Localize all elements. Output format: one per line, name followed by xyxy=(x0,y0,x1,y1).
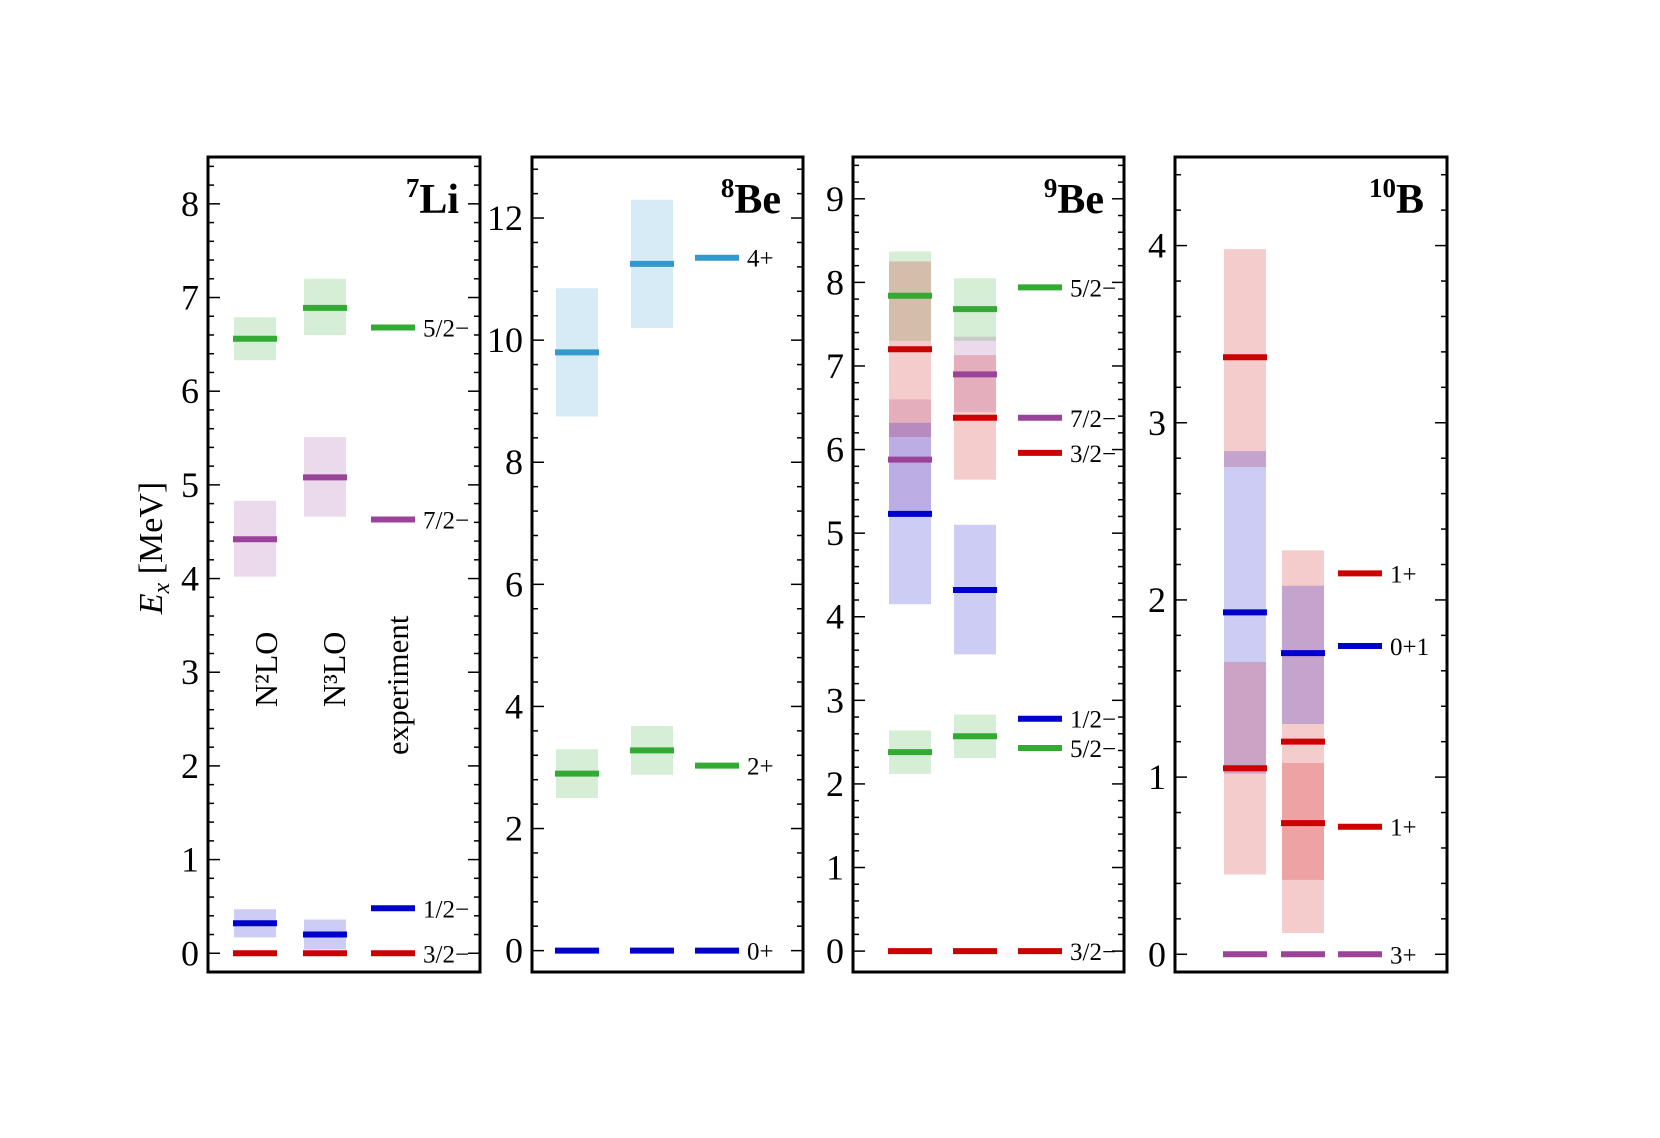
tick-label-10B-3: 3 xyxy=(1148,403,1166,443)
panel-title-mass: 7 xyxy=(406,173,420,203)
panel-frame-8Be xyxy=(530,155,805,974)
tick-label-10B-1: 1 xyxy=(1148,757,1166,797)
level-label-7Li-0: 5/2− xyxy=(423,315,469,342)
tick-label-7Li-1: 1 xyxy=(181,840,199,880)
level-label-9Be-2: 3/2− xyxy=(1070,441,1116,468)
tick-label-10B-0: 0 xyxy=(1148,934,1166,974)
level-label-7Li-3: 3/2− xyxy=(423,941,469,968)
level-label-9Be-1: 7/2− xyxy=(1070,406,1116,433)
tick-label-9Be-9: 9 xyxy=(826,179,844,219)
tick-label-7Li-7: 7 xyxy=(181,278,199,318)
tick-label-8Be-4: 8 xyxy=(505,442,523,482)
level-label-7Li-2: 1/2− xyxy=(423,896,469,923)
panel-title-symbol: B xyxy=(1396,177,1424,223)
level-label-10B-1: 0+1 xyxy=(1390,634,1429,661)
tick-label-8Be-2: 4 xyxy=(505,686,523,726)
panel-title-8Be: 8Be xyxy=(721,173,781,223)
panel-title-symbol: Be xyxy=(734,177,781,223)
tick-label-9Be-8: 8 xyxy=(826,262,844,302)
panel-title-mass: 8 xyxy=(721,173,735,203)
level-label-10B-2: 1+ xyxy=(1390,815,1417,842)
svg-text:Ex [MeV]: Ex [MeV] xyxy=(133,482,175,615)
tick-label-8Be-1: 2 xyxy=(505,809,523,849)
level-label-9Be-0: 5/2− xyxy=(1070,275,1116,302)
level-label-10B-3: 3+ xyxy=(1390,942,1417,969)
panel-frame-9Be xyxy=(851,155,1126,974)
tick-label-9Be-0: 0 xyxy=(826,931,844,971)
tick-label-7Li-4: 4 xyxy=(181,559,199,599)
y-axis-label: Ex [MeV] xyxy=(133,482,175,615)
y-axis-label-symbol: E xyxy=(133,593,170,615)
tick-label-7Li-0: 0 xyxy=(181,933,199,973)
tick-label-9Be-1: 1 xyxy=(826,848,844,888)
y-axis-label-unit: [MeV] xyxy=(133,482,170,583)
tick-label-10B-2: 2 xyxy=(1148,580,1166,620)
column-label-experiment: experiment xyxy=(380,615,415,755)
tick-label-7Li-2: 2 xyxy=(181,746,199,786)
panel-title-mass: 9 xyxy=(1044,173,1058,203)
panel-title-9Be: 9Be xyxy=(1044,173,1104,223)
column-label-n2lo: N²LO xyxy=(248,632,284,707)
panel-10B: 1+ 0+1 1+ 3+ 0 1 2 3 4 10B xyxy=(1148,155,1449,974)
panel-title-mass: 10 xyxy=(1369,173,1396,203)
tick-label-7Li-8: 8 xyxy=(181,184,199,224)
panel-title-symbol: Be xyxy=(1057,177,1104,223)
level-label-8Be-1: 2+ xyxy=(747,754,774,781)
tick-label-7Li-6: 6 xyxy=(181,371,199,411)
level-label-8Be-0: 4+ xyxy=(747,246,774,273)
panel-title-symbol: Li xyxy=(419,177,459,223)
level-label-9Be-5: 3/2− xyxy=(1070,939,1116,966)
tick-label-9Be-5: 5 xyxy=(826,513,844,553)
tick-label-7Li-5: 5 xyxy=(181,465,199,505)
tick-label-9Be-6: 6 xyxy=(826,430,844,470)
column-label-n3lo: N³LO xyxy=(316,632,352,707)
band-10B-2-1 xyxy=(1282,762,1324,934)
level-label-9Be-4: 5/2− xyxy=(1070,736,1116,763)
tick-label-8Be-5: 10 xyxy=(487,320,523,360)
panel-title-7Li: 7Li xyxy=(406,173,460,223)
tick-label-9Be-3: 3 xyxy=(826,680,844,720)
tick-label-8Be-3: 6 xyxy=(505,564,523,604)
tick-label-7Li-3: 3 xyxy=(181,652,199,692)
tick-label-9Be-4: 4 xyxy=(826,597,844,637)
tick-label-8Be-6: 12 xyxy=(487,198,523,238)
level-label-10B-0: 1+ xyxy=(1390,561,1417,588)
y-axis-label-subscript: x xyxy=(149,582,175,594)
tick-label-9Be-2: 2 xyxy=(826,764,844,804)
tick-label-8Be-0: 0 xyxy=(505,931,523,971)
level-label-8Be-2: 0+ xyxy=(747,939,774,966)
level-label-7Li-1: 7/2− xyxy=(423,508,469,535)
tick-label-9Be-7: 7 xyxy=(826,346,844,386)
level-label-9Be-3: 1/2− xyxy=(1070,707,1116,734)
tick-label-10B-4: 4 xyxy=(1148,226,1166,266)
panel-frame-7Li xyxy=(206,155,482,974)
panel-title-10B: 10B xyxy=(1369,173,1424,223)
